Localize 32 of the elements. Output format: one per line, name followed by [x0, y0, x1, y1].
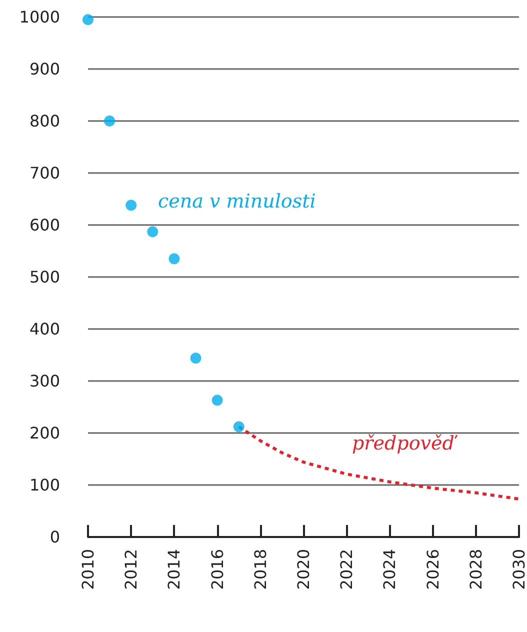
x-tick-label: 2024 — [380, 549, 400, 590]
x-tick-label: 2028 — [466, 549, 486, 590]
point — [212, 394, 223, 406]
y-tick-label: 900 — [29, 60, 60, 78]
y-tick-label: 100 — [29, 476, 60, 494]
y-tick-label: 700 — [29, 164, 60, 182]
y-tick-label: 1000 — [19, 8, 60, 26]
x-tick-label: 2012 — [122, 549, 141, 590]
y-tick-label: 800 — [29, 112, 60, 130]
point — [104, 116, 116, 126]
y-tick-label: 600 — [29, 216, 60, 234]
series-label: předpověď — [352, 432, 458, 454]
series-label: cena v minulosti — [158, 190, 316, 212]
y-tick-label: 300 — [29, 372, 60, 390]
x-tick-label: 2026 — [423, 549, 442, 590]
x-tick-label: 2022 — [337, 549, 356, 590]
point — [168, 253, 180, 264]
y-tick-label: 400 — [29, 320, 60, 338]
point — [190, 352, 202, 364]
x-tick-label: 2018 — [250, 549, 270, 590]
point — [147, 226, 158, 238]
x-tick-label: 2014 — [164, 549, 184, 590]
y-tick-label: 0 — [50, 528, 60, 546]
x-tick-label: 2030 — [510, 549, 527, 590]
x-tick-label: 2010 — [78, 549, 98, 590]
point — [82, 14, 94, 26]
y-tick-label: 200 — [29, 424, 60, 442]
y-tick-label: 500 — [29, 268, 60, 286]
x-tick-label: 2016 — [208, 549, 227, 590]
point — [126, 200, 137, 211]
point — [233, 421, 244, 432]
x-tick-label: 2020 — [294, 549, 313, 590]
